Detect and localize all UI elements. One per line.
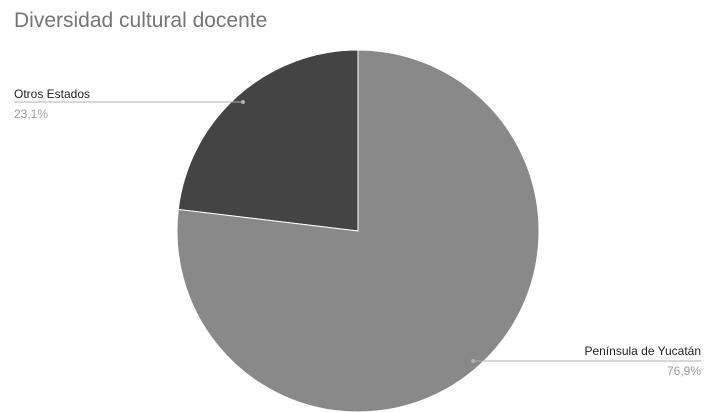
pie-labels: Otros Estados 23,1% Península de Yucatán 76… (14, 87, 701, 378)
pie-slices (176, 49, 540, 412)
leader-dot-1 (241, 100, 245, 104)
pie-slice-1 (177, 49, 359, 232)
slice-percent-1: 23,1% (14, 107, 48, 121)
slice-percent-2: 76,9% (667, 364, 701, 378)
leader-dot-2 (471, 359, 475, 363)
chart-title: Diversidad cultural docente (14, 9, 268, 32)
pie-slice-2 (176, 49, 540, 412)
slice-label-2: Península de Yucatán (584, 344, 701, 358)
slice-label-1: Otros Estados (14, 87, 90, 101)
